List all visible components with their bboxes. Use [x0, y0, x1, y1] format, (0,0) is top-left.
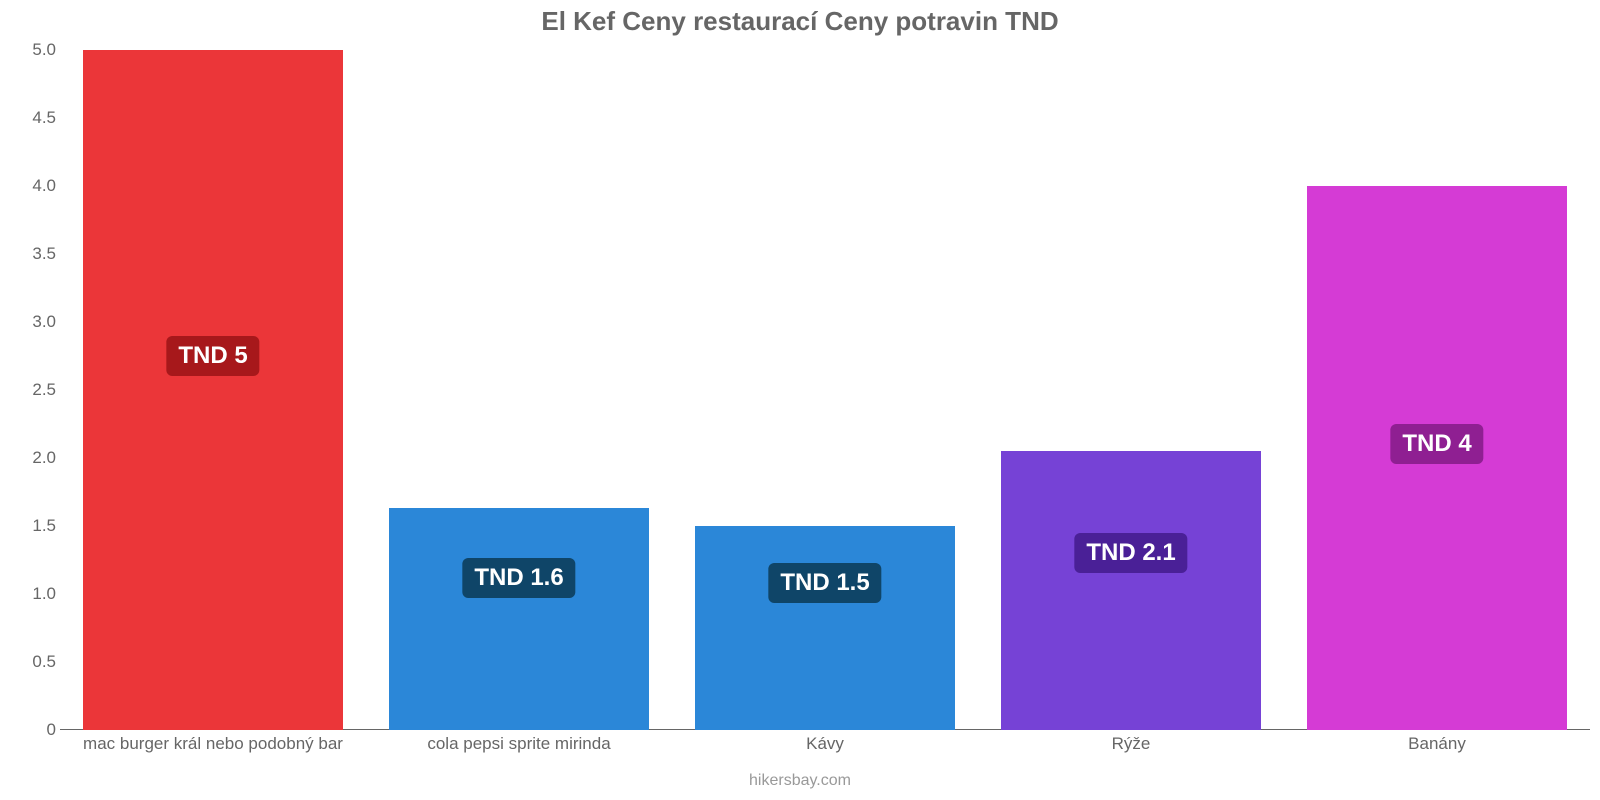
price-bar-chart: El Kef Ceny restaurací Ceny potravin TND… [0, 0, 1600, 800]
x-tick-label: cola pepsi sprite mirinda [427, 734, 610, 754]
x-tick-label: Banány [1408, 734, 1466, 754]
bar-value-badge: TND 5 [166, 336, 259, 376]
y-tick-label: 4.0 [6, 176, 56, 196]
x-tick-label: Kávy [806, 734, 844, 754]
y-tick-label: 0.5 [6, 652, 56, 672]
bar [695, 526, 955, 730]
y-tick-label: 5.0 [6, 40, 56, 60]
y-tick-label: 3.5 [6, 244, 56, 264]
chart-credit: hikersbay.com [0, 772, 1600, 790]
bar-value-badge: TND 2.1 [1074, 533, 1187, 573]
y-tick-label: 4.5 [6, 108, 56, 128]
bar-value-badge: TND 4 [1390, 424, 1483, 464]
bar-value-badge: TND 1.6 [462, 558, 575, 598]
y-tick-label: 0 [6, 720, 56, 740]
x-tick-label: mac burger král nebo podobný bar [83, 734, 343, 754]
plot-area: TND 5 TND 1.6 TND 1.5 TND 2.1 TND 4 [60, 50, 1590, 730]
y-tick-label: 1.5 [6, 516, 56, 536]
y-tick-label: 3.0 [6, 312, 56, 332]
bar [83, 50, 343, 730]
bar [1001, 451, 1261, 730]
y-tick-label: 2.5 [6, 380, 56, 400]
x-tick-label: Rýže [1112, 734, 1151, 754]
bar [389, 508, 649, 730]
y-tick-label: 2.0 [6, 448, 56, 468]
y-tick-label: 1.0 [6, 584, 56, 604]
bar-value-badge: TND 1.5 [768, 563, 881, 603]
chart-title: El Kef Ceny restaurací Ceny potravin TND [0, 6, 1600, 37]
